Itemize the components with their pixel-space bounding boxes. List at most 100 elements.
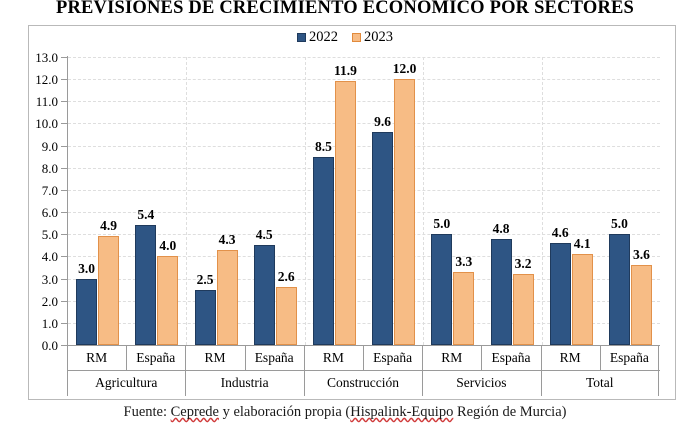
- x-axis-sector-label: Agricultura: [95, 375, 158, 390]
- bar-2022-construcción-españa: [372, 132, 394, 345]
- y-axis-tick: [61, 123, 67, 125]
- gridline-horizontal: [68, 189, 660, 191]
- source-word-ceprede: Ceprede: [170, 404, 219, 420]
- bar-value-label: 5.0: [433, 216, 451, 232]
- y-axis-label: 1.0: [41, 315, 58, 331]
- bar-2022-industria-rm: [194, 289, 216, 345]
- y-axis-label: 11.0: [35, 94, 58, 110]
- y-axis-tick: [61, 234, 67, 236]
- plot-area: 3.0 4.9 5.4 4.0 2.5 4.3 4.5 2.6 8.5 11.9 9.6 12.0 5.…: [68, 57, 660, 345]
- page-title: PREVISIONES DE CRECIMIENTO ECONÓMICO POR…: [55, 0, 635, 18]
- bar-value-label: 4.5: [255, 227, 273, 243]
- x-axis-region-label: España: [491, 350, 531, 365]
- bar-value-label: 11.9: [333, 63, 357, 79]
- source-middle: y elaboración propia (: [218, 404, 351, 420]
- bar-2023-construcción-españa: [394, 79, 416, 345]
- bar-value-label: 4.1: [573, 236, 591, 252]
- bar-2023-servicios-españa: [512, 274, 534, 345]
- bar-value-label: 4.0: [159, 238, 177, 254]
- x-axis-row-divider: [67, 370, 660, 371]
- x-axis-region-label: RM: [322, 350, 344, 365]
- y-axis-line: [67, 56, 68, 346]
- source-note: Fuente: Ceprede y elaboración propia (Hi…: [0, 404, 690, 421]
- bar-value-label: 12.0: [392, 61, 417, 77]
- x-axis-region-label: España: [136, 350, 176, 365]
- gridline-horizontal: [68, 57, 660, 58]
- x-axis-cell-divider: [599, 346, 601, 370]
- bar-2023-total-españa: [630, 265, 652, 345]
- x-axis-region-label: España: [373, 350, 413, 365]
- y-axis-label: 5.0: [41, 227, 58, 243]
- legend-item-2023[interactable]: 2023: [352, 30, 393, 45]
- legend-swatch-2022-icon: [297, 32, 306, 42]
- bar-2022-servicios-españa: [490, 238, 512, 345]
- y-axis-tick: [61, 57, 67, 58]
- legend-item-2022[interactable]: 2022: [297, 30, 338, 45]
- y-axis-label: 8.0: [41, 160, 58, 176]
- bar-2022-agricultura-rm: [76, 278, 98, 345]
- x-axis-sector-divider: [658, 370, 659, 396]
- x-axis-sector-divider: [540, 370, 542, 396]
- gridline-vertical: [423, 57, 425, 345]
- bar-2022-industria-españa: [253, 245, 275, 345]
- x-axis-region-label: RM: [86, 350, 108, 365]
- bar-value-label: 2.6: [277, 269, 295, 285]
- bar-value-label: 9.6: [374, 114, 392, 130]
- x-axis-region-label: RM: [204, 350, 226, 365]
- bar-value-label: 4.6: [551, 225, 569, 241]
- gridline-horizontal: [68, 79, 660, 81]
- y-axis-tick: [61, 101, 67, 103]
- gridline-horizontal: [68, 123, 660, 125]
- x-axis-region-label: RM: [441, 350, 463, 365]
- x-axis-cell-divider: [540, 346, 542, 370]
- bar-value-label: 3.3: [455, 253, 473, 269]
- y-axis-label: 10.0: [35, 116, 58, 132]
- x-axis-region-row: RM España RM España RM España RM España RM España: [67, 346, 660, 370]
- gridline-horizontal: [68, 322, 660, 324]
- x-axis-cell-divider: [303, 346, 305, 370]
- bar-value-label: 4.8: [492, 220, 510, 236]
- x-axis-sector-divider: [185, 370, 187, 396]
- gridline-vertical: [186, 57, 188, 345]
- y-axis-label: 2.0: [41, 293, 58, 309]
- bar-2022-construcción-rm: [312, 156, 334, 345]
- y-axis-tick: [61, 189, 67, 191]
- bar-2023-agricultura-españa: [157, 256, 179, 345]
- gridline-horizontal: [68, 101, 660, 103]
- y-axis-label: 3.0: [41, 271, 58, 287]
- bar-value-label: 3.6: [632, 247, 650, 263]
- gridline-vertical: [304, 57, 306, 345]
- x-axis-cell-divider: [481, 346, 483, 370]
- gridline-horizontal: [68, 300, 660, 302]
- x-axis-sector-label: Industria: [220, 375, 269, 390]
- gridline-horizontal: [68, 256, 660, 258]
- source-suffix: Región de Murcia): [453, 404, 567, 420]
- legend-label-2023: 2023: [364, 29, 393, 45]
- x-axis-cell-divider: [67, 346, 68, 370]
- y-axis-label: 6.0: [41, 205, 58, 221]
- gridline-horizontal: [68, 234, 660, 236]
- x-axis-region-label: España: [254, 350, 294, 365]
- y-axis-tick: [61, 145, 67, 147]
- y-axis-tick: [61, 79, 67, 81]
- bar-value-label: 4.3: [218, 231, 236, 247]
- x-axis-sector-divider: [67, 370, 68, 396]
- chart-legend: 2022 2023: [0, 30, 690, 45]
- bar-2022-servicios-rm: [431, 234, 453, 345]
- x-axis-cell-divider: [185, 346, 187, 370]
- y-axis-label: 0.0: [41, 338, 58, 353]
- x-axis-cell-divider: [363, 346, 364, 370]
- y-axis-label: 12.0: [35, 72, 58, 88]
- bar-2022-total-españa: [608, 234, 630, 345]
- gridline-vertical: [541, 57, 543, 345]
- bar-2022-agricultura-españa: [135, 225, 157, 345]
- x-axis-cell-divider: [658, 346, 659, 370]
- x-axis-cell-divider: [126, 346, 128, 370]
- source-word-hispalink: Hispalink-Equipo: [350, 404, 454, 420]
- y-axis-tick: [61, 278, 67, 280]
- x-axis-sector-divider: [422, 370, 424, 396]
- legend-swatch-2023-icon: [352, 32, 361, 42]
- x-axis-sector-label: Construcción: [326, 375, 399, 390]
- y-axis-label: 4.0: [41, 249, 58, 265]
